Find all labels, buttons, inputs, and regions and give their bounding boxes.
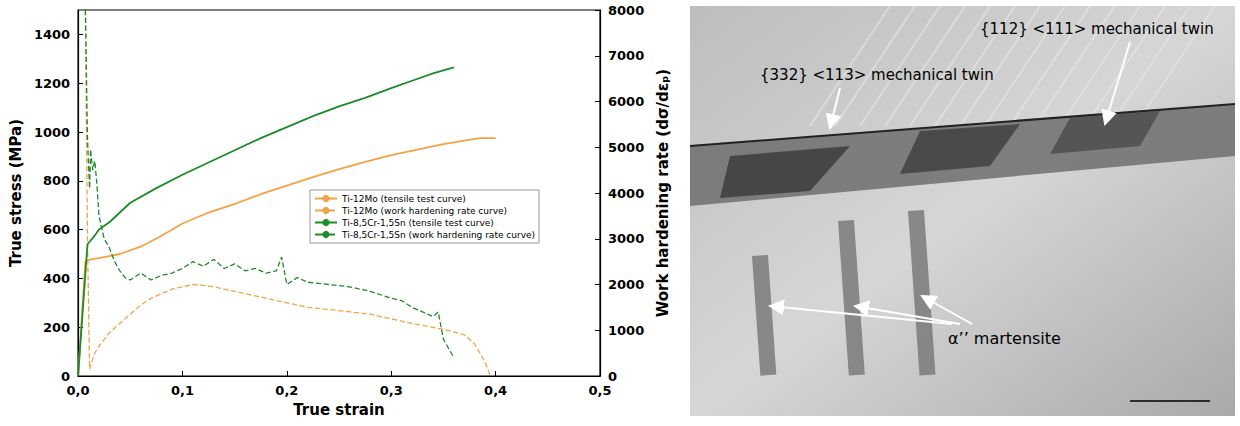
svg-text:0,1: 0,1 xyxy=(171,383,194,398)
svg-text:3000: 3000 xyxy=(608,231,644,246)
svg-text:1000: 1000 xyxy=(608,323,644,338)
svg-text:0: 0 xyxy=(61,369,70,384)
svg-text:8000: 8000 xyxy=(608,3,644,18)
svg-text:400: 400 xyxy=(43,271,70,286)
svg-text:4000: 4000 xyxy=(608,186,644,201)
svg-text:0: 0 xyxy=(608,369,617,384)
svg-text:600: 600 xyxy=(43,222,70,237)
svg-text:0,3: 0,3 xyxy=(380,383,403,398)
svg-text:{112} <111> mechanical twin: {112} <111> mechanical twin xyxy=(980,20,1214,38)
svg-text:5000: 5000 xyxy=(608,140,644,155)
svg-text:Ti-8,5Cr-1,5Sn (tensile test c: Ti-8,5Cr-1,5Sn (tensile test curve) xyxy=(341,218,494,228)
svg-text:2000: 2000 xyxy=(608,277,644,292)
svg-text:1400: 1400 xyxy=(34,27,70,42)
svg-text:200: 200 xyxy=(43,320,70,335)
svg-text:Ti-12Mo (work hardening rate c: Ti-12Mo (work hardening rate curve) xyxy=(341,206,507,216)
svg-text:α’’ martensite: α’’ martensite xyxy=(948,329,1061,348)
svg-text:0,0: 0,0 xyxy=(67,383,90,398)
svg-text:True strain: True strain xyxy=(293,401,385,419)
svg-text:0,4: 0,4 xyxy=(484,383,507,398)
svg-text:0,2: 0,2 xyxy=(275,383,298,398)
svg-text:800: 800 xyxy=(43,173,70,188)
svg-text:Work hardening rate (dσ/dεₚ): Work hardening rate (dσ/dεₚ) xyxy=(654,69,672,317)
svg-text:Ti-12Mo (tensile test curve): Ti-12Mo (tensile test curve) xyxy=(341,194,466,204)
svg-text:6000: 6000 xyxy=(608,94,644,109)
svg-text:{332} <113> mechanical twin: {332} <113> mechanical twin xyxy=(760,66,994,84)
svg-text:True stress (MPa): True stress (MPa) xyxy=(7,119,25,267)
svg-text:7000: 7000 xyxy=(608,48,644,63)
svg-text:1000: 1000 xyxy=(34,125,70,140)
svg-text:0,5: 0,5 xyxy=(588,383,611,398)
svg-text:Ti-8,5Cr-1,5Sn (work hardening: Ti-8,5Cr-1,5Sn (work hardening rate curv… xyxy=(341,230,535,240)
svg-text:1200: 1200 xyxy=(34,76,70,91)
